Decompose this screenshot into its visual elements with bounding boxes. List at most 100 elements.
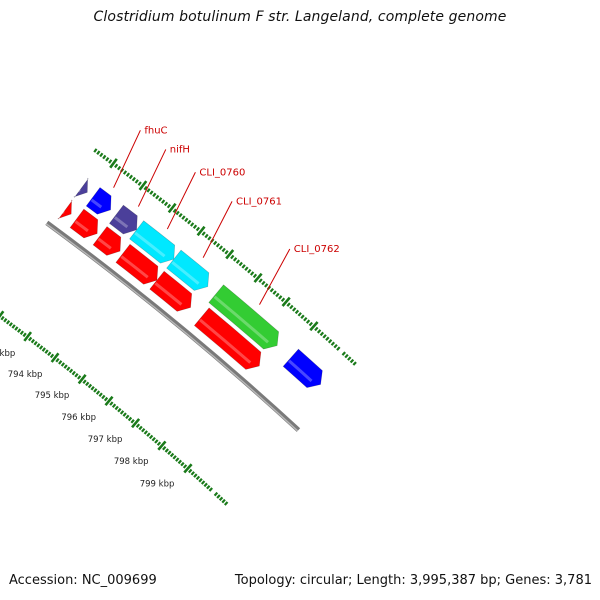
minor-tick-inner	[71, 370, 76, 376]
minor-tick-inner	[154, 439, 159, 444]
minor-tick-inner	[17, 328, 22, 333]
minor-tick-outer	[235, 259, 241, 264]
minor-tick-outer	[292, 307, 297, 312]
minor-tick-inner	[195, 475, 201, 481]
minor-tick-outer	[99, 152, 104, 158]
genome-backbone	[45, 220, 301, 432]
major-tick-outer	[167, 202, 177, 214]
minor-tick-inner	[41, 347, 46, 352]
minor-tick-outer	[300, 314, 305, 319]
major-tick-inner	[183, 463, 193, 474]
minor-tick-inner	[206, 484, 211, 490]
minor-tick-inner	[30, 338, 35, 344]
minor-tick-outer	[275, 292, 280, 298]
gene-feature[interactable]	[282, 348, 323, 388]
gene-feature[interactable]	[193, 307, 262, 370]
minor-tick-inner	[188, 468, 193, 474]
minor-tick-inner	[218, 496, 224, 502]
minor-tick-inner	[193, 473, 198, 478]
gene-cli-0760[interactable]	[129, 220, 176, 264]
gene-feature[interactable]	[57, 199, 73, 220]
gene-shading	[288, 359, 313, 383]
minor-tick-outer	[252, 273, 258, 279]
tick-label: 796 kbp	[61, 413, 96, 423]
minor-tick-inner	[101, 394, 106, 400]
minor-tick-outer	[108, 159, 113, 164]
gene-feature[interactable]	[69, 208, 99, 239]
minor-tick-inner	[141, 427, 146, 433]
minor-tick-outer	[247, 268, 252, 274]
minor-tick-outer	[207, 236, 212, 241]
minor-tick-outer	[204, 233, 209, 239]
minor-tick-inner	[223, 501, 229, 506]
label-leader-line	[113, 130, 141, 188]
label-leader-line	[259, 248, 291, 305]
gene-feature[interactable]	[149, 270, 193, 312]
gene-cli-0761[interactable]	[166, 249, 210, 291]
genome-stats-text: Topology: circular; Length: 3,995,387 bp…	[234, 573, 592, 588]
gene-label: CLI_0762	[294, 244, 340, 255]
label-leader-line	[202, 201, 233, 258]
gene-shading	[74, 220, 89, 233]
minor-tick-outer	[258, 278, 263, 283]
minor-tick-outer	[105, 157, 110, 162]
minor-tick-inner	[8, 322, 13, 327]
minor-tick-outer	[297, 312, 302, 317]
label-leader-line	[166, 172, 196, 230]
gene-nifh[interactable]	[109, 204, 138, 235]
minor-tick-outer	[280, 297, 286, 303]
minor-tick-inner	[63, 364, 68, 369]
label-leader-line	[137, 149, 167, 207]
minor-tick-inner	[167, 450, 172, 455]
minor-tick-inner	[156, 441, 162, 446]
gene-feature[interactable]	[92, 226, 122, 256]
minor-tick-outer	[289, 304, 294, 310]
gene-shading	[134, 231, 166, 258]
major-tick-inner	[50, 352, 60, 363]
minor-tick-inner	[22, 332, 27, 338]
minor-tick-inner	[103, 396, 109, 402]
gene-label: CLI_0761	[236, 196, 282, 207]
gene-shading	[60, 210, 65, 215]
gene-shading	[171, 261, 200, 285]
minor-tick-outer	[349, 358, 355, 364]
minor-tick-inner	[85, 381, 90, 387]
minor-tick-outer	[347, 356, 352, 361]
minor-tick-outer	[241, 264, 246, 269]
minor-tick-inner	[44, 349, 49, 354]
gene-cli-0762[interactable]	[208, 284, 279, 350]
gene-fhuc[interactable]	[85, 187, 112, 215]
tick-label: 794 kbp	[8, 370, 43, 380]
minor-tick-inner	[182, 464, 188, 469]
minor-tick-outer	[158, 197, 163, 202]
minor-tick-outer	[308, 321, 313, 327]
minor-tick-inner	[77, 375, 82, 380]
minor-tick-inner	[74, 372, 79, 378]
tick-label: 793 kbp	[0, 349, 15, 359]
gene-label: fhuC	[144, 125, 167, 136]
minor-tick-outer	[143, 185, 148, 191]
minor-tick-outer	[163, 201, 169, 207]
major-tick-outer	[109, 158, 118, 169]
gene-feature[interactable]	[73, 177, 89, 198]
minor-tick-outer	[232, 257, 238, 262]
minor-tick-outer	[218, 245, 223, 250]
minor-tick-outer	[325, 336, 330, 341]
minor-tick-inner	[203, 482, 208, 488]
minor-tick-outer	[213, 240, 218, 246]
minor-tick-inner	[180, 461, 185, 467]
major-tick-outer	[138, 180, 148, 191]
gene-feature[interactable]	[115, 243, 159, 285]
gene-label: CLI_0760	[199, 167, 245, 178]
minor-tick-outer	[201, 231, 206, 236]
backbone-track	[45, 220, 301, 432]
major-tick-outer	[309, 321, 319, 332]
minor-tick-outer	[269, 287, 274, 293]
minor-tick-inner	[5, 320, 11, 325]
minor-tick-outer	[175, 210, 180, 216]
minor-tick-inner	[190, 471, 195, 476]
minor-tick-outer	[152, 192, 157, 198]
minor-tick-outer	[305, 319, 311, 324]
minor-tick-outer	[333, 343, 338, 349]
